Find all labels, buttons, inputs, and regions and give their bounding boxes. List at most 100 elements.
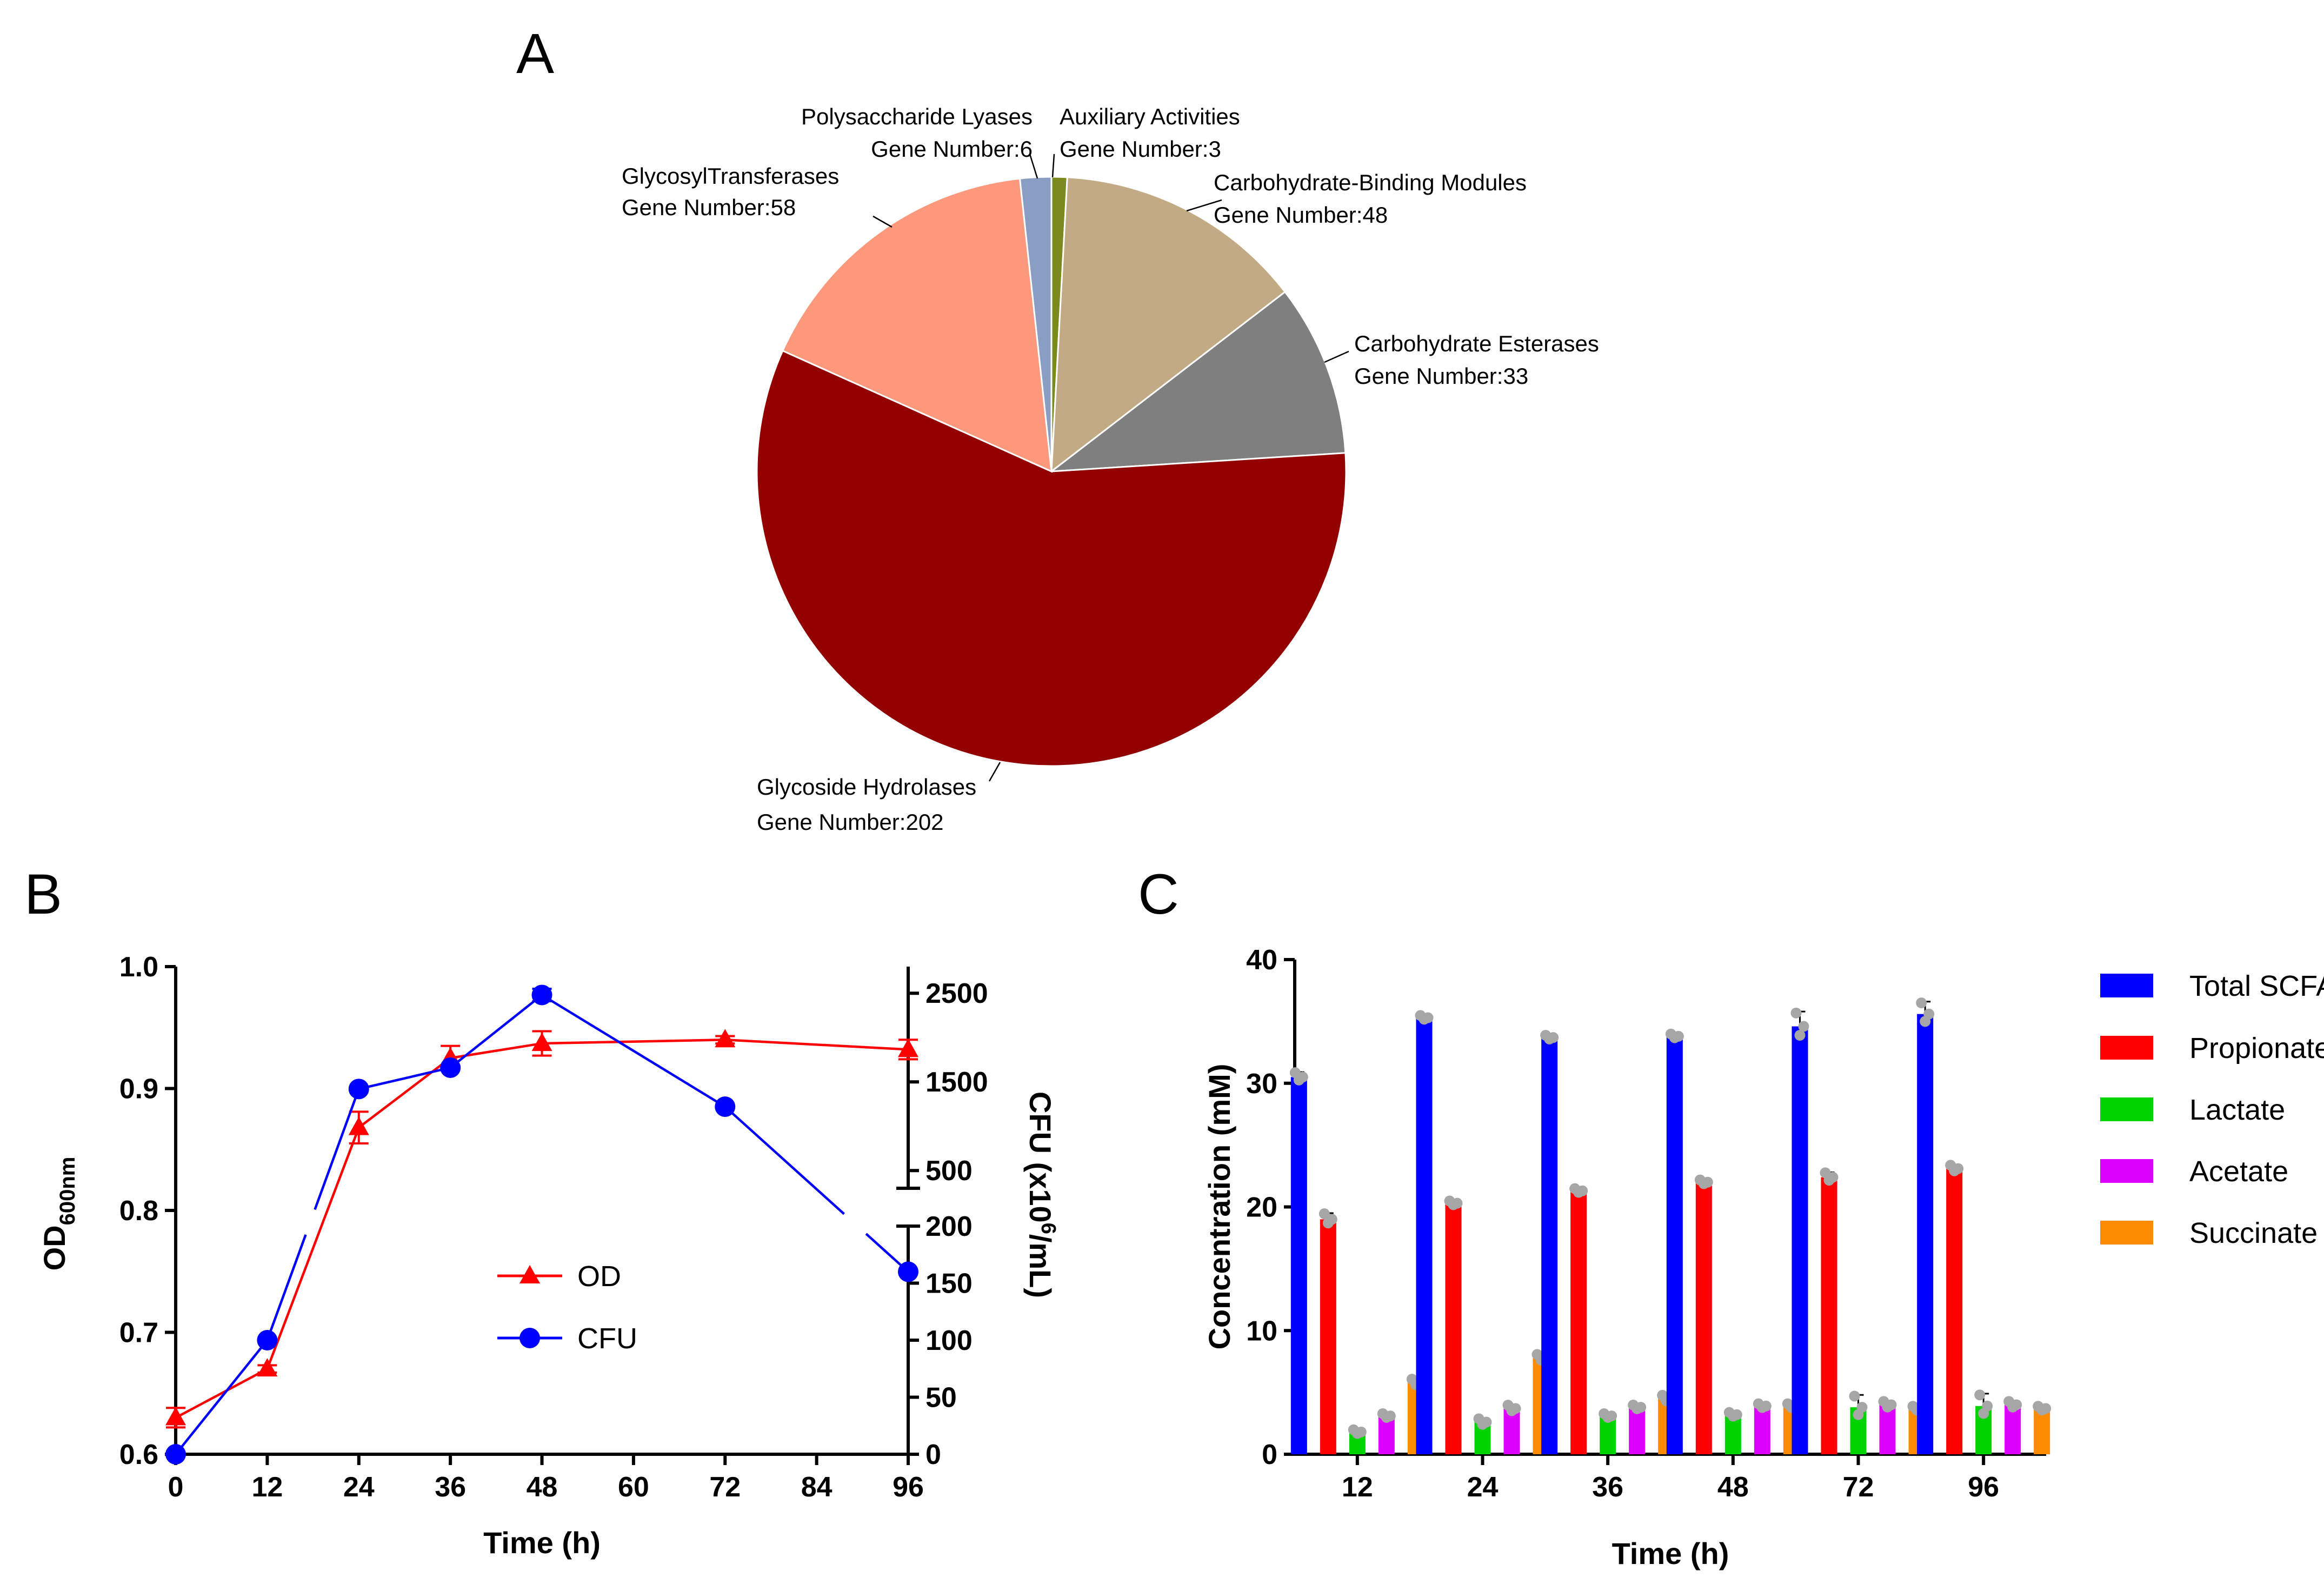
od-point bbox=[898, 1039, 918, 1057]
replicate-point bbox=[1451, 1197, 1463, 1209]
od-point bbox=[165, 1407, 186, 1426]
cfu-line bbox=[175, 1339, 269, 1455]
y-axis-left-title: OD600nm bbox=[37, 1157, 79, 1271]
x-tick-label: 72 bbox=[1843, 1472, 1874, 1503]
cfu-line bbox=[358, 1066, 451, 1090]
pie-slice-name: Glycoside Hydrolases bbox=[757, 774, 976, 800]
replicate-point bbox=[1827, 1172, 1839, 1183]
bar bbox=[1754, 1406, 1770, 1454]
pie-leader-line bbox=[873, 215, 893, 228]
pie-slice-name: GlycosylTransferases bbox=[622, 163, 839, 189]
replicate-point bbox=[1760, 1400, 1772, 1412]
pie-slice-count: Gene Number:58 bbox=[622, 195, 796, 220]
x-tick-label: 24 bbox=[1467, 1472, 1499, 1503]
legend-swatch bbox=[2100, 1159, 2153, 1183]
y-tick-label-right: 150 bbox=[925, 1268, 973, 1300]
y-tick-label-right: 200 bbox=[925, 1211, 973, 1242]
x-tick-label: 60 bbox=[618, 1472, 649, 1503]
legend-od-marker bbox=[520, 1265, 540, 1283]
od-point bbox=[531, 1033, 552, 1051]
legend-swatch bbox=[2100, 1221, 2153, 1244]
cfu-line bbox=[314, 1088, 360, 1210]
replicate-point bbox=[1481, 1416, 1492, 1428]
x-tick-label: 36 bbox=[435, 1472, 466, 1503]
y-axis-title: Concentration (mM) bbox=[1202, 1064, 1236, 1350]
legend-swatch bbox=[2100, 974, 2153, 997]
od-line bbox=[175, 1039, 909, 1419]
y-tick-label-left: 0.8 bbox=[119, 1195, 158, 1227]
y-axis-right-title: CFU (x106/mL) bbox=[1023, 1092, 1060, 1298]
y-tick-label: 0 bbox=[1262, 1439, 1277, 1470]
legend-cfu-marker bbox=[520, 1328, 540, 1348]
y-tick-label: 10 bbox=[1246, 1315, 1277, 1347]
y-tick-label: 30 bbox=[1246, 1068, 1277, 1100]
pie-leader-line bbox=[1324, 350, 1349, 363]
bar bbox=[1570, 1190, 1587, 1454]
pie-slice bbox=[1049, 290, 1347, 472]
legend-label: Propionate bbox=[2189, 1032, 2324, 1064]
replicate-point bbox=[1606, 1410, 1617, 1422]
replicate-point bbox=[1974, 1389, 1986, 1401]
pie-slice-name: Carbohydrate Esterases bbox=[1354, 331, 1599, 356]
replicate-point bbox=[1510, 1403, 1521, 1414]
pie-slice-count: Gene Number:202 bbox=[757, 809, 944, 835]
y-tick-label-left: 1.0 bbox=[119, 951, 158, 983]
y-axis-left-title-sub: 600nm bbox=[56, 1157, 79, 1226]
bar bbox=[1541, 1037, 1558, 1454]
replicate-point bbox=[1326, 1214, 1337, 1225]
y-tick-label-right: 100 bbox=[925, 1325, 973, 1356]
x-tick-label: 48 bbox=[1717, 1472, 1749, 1503]
replicate-point bbox=[1577, 1185, 1588, 1196]
x-tick-label: 0 bbox=[168, 1472, 184, 1503]
bar bbox=[2034, 1408, 2050, 1454]
x-tick-label: 96 bbox=[893, 1472, 924, 1503]
panel-b-letter: B bbox=[24, 863, 62, 926]
od-point bbox=[257, 1358, 278, 1377]
bar bbox=[1290, 1077, 1307, 1454]
pie-leader-line bbox=[1029, 154, 1038, 179]
scfa-bar-chart: 0 10 20 30 40 12 24 36 48 72 96 Time (h) Concentrati… bbox=[1202, 944, 2324, 1570]
y-tick-label-right: 50 bbox=[925, 1382, 957, 1414]
cfu-point bbox=[440, 1057, 461, 1078]
x-tick-label: 48 bbox=[527, 1472, 558, 1503]
od-point bbox=[348, 1116, 369, 1135]
bar bbox=[2005, 1405, 2021, 1454]
bar bbox=[1917, 1014, 1934, 1454]
replicate-point bbox=[1384, 1410, 1396, 1422]
y-tick-label-left: 0.9 bbox=[119, 1074, 158, 1105]
x-axis-title: Time (h) bbox=[1612, 1536, 1729, 1570]
pie-slice-count: Gene Number:33 bbox=[1354, 363, 1528, 389]
replicate-point bbox=[1297, 1071, 1308, 1083]
cfu-line bbox=[724, 1106, 845, 1215]
bar bbox=[1416, 1017, 1433, 1454]
bar bbox=[1629, 1407, 1646, 1454]
bar bbox=[1792, 1026, 1808, 1454]
legend-label: Acetate bbox=[2189, 1155, 2288, 1188]
x-tick-label: 96 bbox=[1968, 1472, 1999, 1503]
y-axis-right-title-main: CFU (x10 bbox=[1023, 1092, 1057, 1223]
cfu-point bbox=[165, 1444, 186, 1465]
y-tick-label: 20 bbox=[1246, 1192, 1277, 1223]
cfu-point bbox=[531, 984, 552, 1006]
replicate-point bbox=[1790, 1007, 1802, 1019]
bar bbox=[1445, 1203, 1462, 1454]
legend-label: Lactate bbox=[2189, 1094, 2285, 1126]
cfu-line bbox=[266, 1234, 307, 1341]
replicate-point bbox=[1702, 1176, 1713, 1188]
replicate-point bbox=[1916, 997, 1927, 1009]
bar bbox=[1695, 1182, 1712, 1454]
x-tick-label: 36 bbox=[1592, 1472, 1623, 1503]
y-tick-label: 40 bbox=[1246, 944, 1277, 976]
x-tick-label: 72 bbox=[709, 1472, 741, 1503]
legend-swatch bbox=[2100, 1097, 2153, 1121]
replicate-point bbox=[1798, 1021, 1809, 1032]
bar bbox=[1320, 1219, 1336, 1454]
y-axis-right-title-end: /mL) bbox=[1023, 1234, 1057, 1298]
y-tick-label-right: 500 bbox=[925, 1155, 973, 1187]
replicate-point bbox=[1856, 1402, 1868, 1413]
panel-c-letter: C bbox=[1138, 863, 1179, 926]
y-tick-label-left: 0.7 bbox=[119, 1317, 158, 1349]
replicate-point bbox=[1953, 1163, 1964, 1174]
x-tick-label: 12 bbox=[1342, 1472, 1373, 1503]
